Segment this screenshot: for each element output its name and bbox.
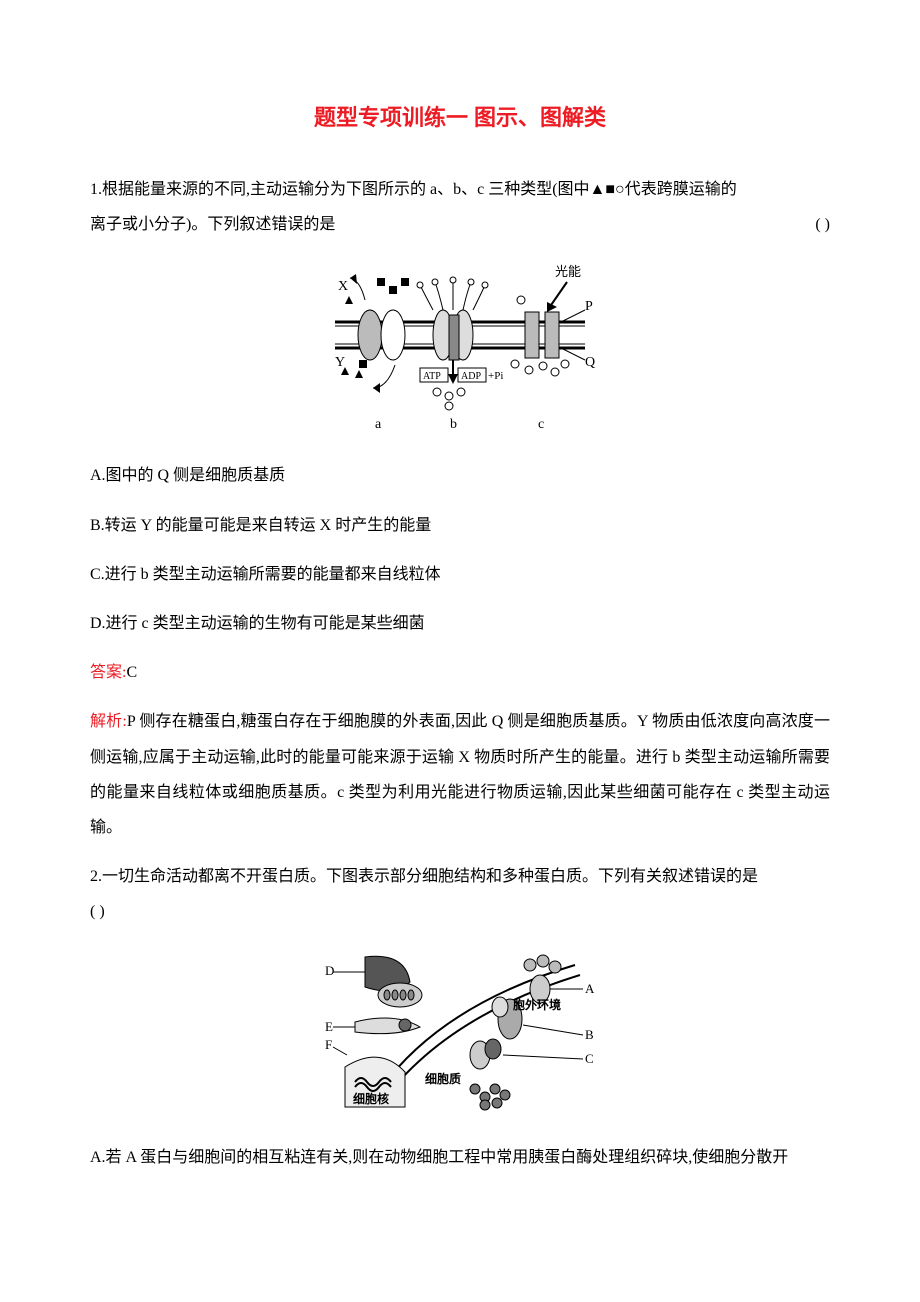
document-page: 题型专项训练一 图示、图解类 1.根据能量来源的不同,主动运输分为下图所示的 a… [0, 0, 920, 1250]
q2-stem-text: 2.一切生命活动都离不开蛋白质。下图表示部分细胞结构和多种蛋白质。下列有关叙述错… [90, 868, 758, 885]
fig1-label-P: P [585, 299, 593, 314]
q2-figure: D E F A B C 胞外环境 细胞质 细胞核 [90, 947, 830, 1122]
q2-diagram-svg: D E F A B C 胞外环境 细胞质 细胞核 [325, 947, 595, 1117]
q2-paren: ( ) [90, 903, 105, 920]
fig1-label-ATP: ATP [423, 371, 441, 382]
fig2-label-nuc: 细胞核 [353, 1091, 389, 1106]
fig1-label-Q: Q [585, 355, 595, 370]
q1-exp-label: 解析: [90, 713, 127, 730]
fig2-label-out: 胞外环境 [513, 997, 561, 1012]
fig2-label-B: B [585, 1027, 594, 1042]
q1-exp-text: P 侧存在糖蛋白,糖蛋白存在于细胞膜的外表面,因此 Q 侧是细胞质基质。Y 物质… [90, 713, 830, 836]
fig2-label-E: E [325, 1019, 333, 1034]
fig1-label-light: 光能 [555, 264, 581, 279]
q1-explanation: 解析:P 侧存在糖蛋白,糖蛋白存在于细胞膜的外表面,因此 Q 侧是细胞质基质。Y… [90, 704, 830, 845]
fig1-label-X: X [338, 279, 348, 294]
q1-answer-label: 答案: [90, 664, 126, 681]
fig1-label-b: b [450, 417, 457, 432]
q1-paren: ( ) [815, 207, 830, 242]
q1-stem: 1.根据能量来源的不同,主动运输分为下图所示的 a、b、c 三种类型(图中▲■○… [90, 172, 830, 242]
q1-optD: D.进行 c 类型主动运输的生物有可能是某些细菌 [90, 606, 830, 641]
fig1-label-a: a [375, 417, 382, 432]
fig2-label-F: F [325, 1037, 332, 1052]
q2-optA: A.若 A 蛋白与细胞间的相互粘连有关,则在动物细胞工程中常用胰蛋白酶处理组织碎… [90, 1140, 830, 1175]
q1-answer-value: C [126, 664, 137, 681]
q2-stem: 2.一切生命活动都离不开蛋白质。下图表示部分细胞结构和多种蛋白质。下列有关叙述错… [90, 859, 830, 929]
q1-stem-line1: 1.根据能量来源的不同,主动运输分为下图所示的 a、b、c 三种类型(图中▲■○… [90, 181, 737, 198]
fig1-label-c: c [538, 417, 544, 432]
q1-answer: 答案:C [90, 655, 830, 690]
fig2-label-in: 细胞质 [425, 1071, 461, 1086]
q1-stem-line2: 离子或小分子)。下列叙述错误的是 [90, 216, 335, 233]
fig2-label-D: D [325, 963, 334, 978]
fig2-label-C: C [585, 1051, 594, 1066]
fig1-label-Y: Y [335, 355, 345, 370]
q1-optB: B.转运 Y 的能量可能是来自转运 X 时产生的能量 [90, 508, 830, 543]
q1-diagram-svg: X Y 光能 P Q ATP ADP +Pi a b c [325, 260, 595, 435]
q1-figure: X Y 光能 P Q ATP ADP +Pi a b c [90, 260, 830, 440]
q1-optA: A.图中的 Q 侧是细胞质基质 [90, 458, 830, 493]
q1-optC: C.进行 b 类型主动运输所需要的能量都来自线粒体 [90, 557, 830, 592]
fig1-label-ADP: ADP [461, 371, 481, 382]
fig1-label-Pi: +Pi [488, 370, 503, 382]
page-title: 题型专项训练一 图示、图解类 [90, 100, 830, 132]
fig2-label-A: A [585, 981, 595, 996]
